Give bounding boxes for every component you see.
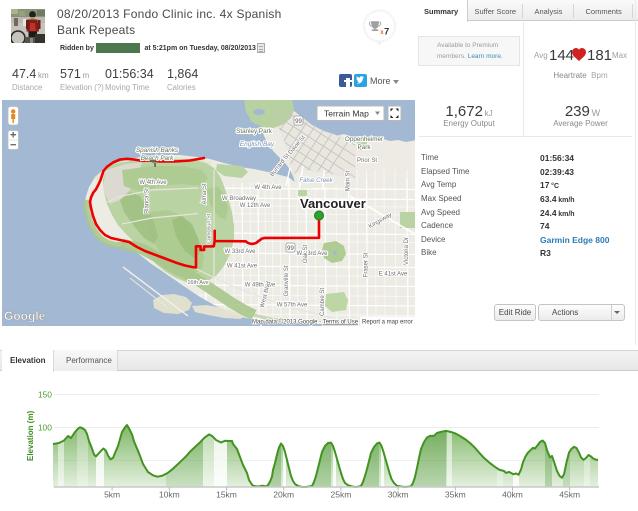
svg-text:35km: 35km bbox=[445, 490, 466, 500]
svg-text:20km: 20km bbox=[273, 490, 294, 500]
svg-text:W 4th Ave: W 4th Ave bbox=[254, 185, 282, 191]
svg-text:Stanley Park: Stanley Park bbox=[236, 128, 273, 135]
svg-text:5km: 5km bbox=[104, 490, 120, 500]
svg-text:100: 100 bbox=[38, 423, 52, 433]
svg-text:45km: 45km bbox=[559, 490, 580, 500]
svg-text:Vancouver: Vancouver bbox=[300, 196, 366, 211]
svg-text:Main St: Main St bbox=[346, 170, 352, 191]
svg-text:99: 99 bbox=[287, 246, 294, 252]
svg-text:Victoria Dr: Victoria Dr bbox=[404, 237, 410, 265]
svg-text:English Bay: English Bay bbox=[240, 141, 275, 148]
svg-text:16th Ave: 16th Ave bbox=[187, 280, 208, 286]
svg-text:Alma St: Alma St bbox=[202, 183, 208, 204]
svg-text:Granville St: Granville St bbox=[284, 265, 290, 296]
svg-text:40km: 40km bbox=[502, 490, 523, 500]
svg-text:99: 99 bbox=[295, 119, 302, 125]
svg-text:Beach Park: Beach Park bbox=[141, 155, 174, 162]
svg-text:150: 150 bbox=[38, 390, 52, 400]
svg-text:25km: 25km bbox=[331, 490, 352, 500]
svg-text:Camosun St: Camosun St bbox=[207, 213, 213, 244]
svg-text:10km: 10km bbox=[159, 490, 180, 500]
svg-text:Spanish Banks: Spanish Banks bbox=[136, 147, 179, 154]
svg-text:Cambie St: Cambie St bbox=[320, 288, 326, 316]
svg-text:W 33rd Ave: W 33rd Ave bbox=[297, 251, 329, 257]
svg-text:Blanca St: Blanca St bbox=[145, 188, 151, 214]
svg-text:W Broadway: W Broadway bbox=[222, 196, 256, 202]
svg-text:W 57th Ave: W 57th Ave bbox=[277, 303, 308, 309]
svg-text:W 12th Ave: W 12th Ave bbox=[240, 203, 271, 209]
svg-text:W 41st Ave: W 41st Ave bbox=[227, 264, 258, 270]
svg-text:Prior St: Prior St bbox=[357, 158, 377, 164]
svg-text:E 41st Ave: E 41st Ave bbox=[379, 272, 408, 278]
svg-text:Report a map error: Report a map error bbox=[362, 320, 413, 326]
svg-text:Oppenheimer: Oppenheimer bbox=[345, 136, 383, 143]
svg-text:Fraser St: Fraser St bbox=[364, 252, 370, 277]
svg-text:x: x bbox=[380, 30, 384, 36]
svg-text:False Creek: False Creek bbox=[299, 177, 333, 184]
svg-text:Google: Google bbox=[4, 309, 46, 323]
svg-text:W 49th Ave: W 49th Ave bbox=[245, 283, 276, 289]
svg-text:Terrain Map: Terrain Map bbox=[324, 109, 369, 119]
svg-text:W 4th Ave: W 4th Ave bbox=[139, 180, 167, 186]
svg-text:7: 7 bbox=[384, 27, 389, 38]
svg-text:Park: Park bbox=[358, 144, 372, 151]
svg-text:30km: 30km bbox=[388, 490, 409, 500]
svg-text:15km: 15km bbox=[216, 490, 237, 500]
svg-text:W 33rd Ave: W 33rd Ave bbox=[225, 249, 257, 255]
svg-text:Map data ©2013 Google - Terms: Map data ©2013 Google - Terms of Use bbox=[252, 319, 359, 326]
svg-text:Elevation (m): Elevation (m) bbox=[26, 410, 35, 461]
svg-text:Oak St: Oak St bbox=[303, 244, 309, 263]
